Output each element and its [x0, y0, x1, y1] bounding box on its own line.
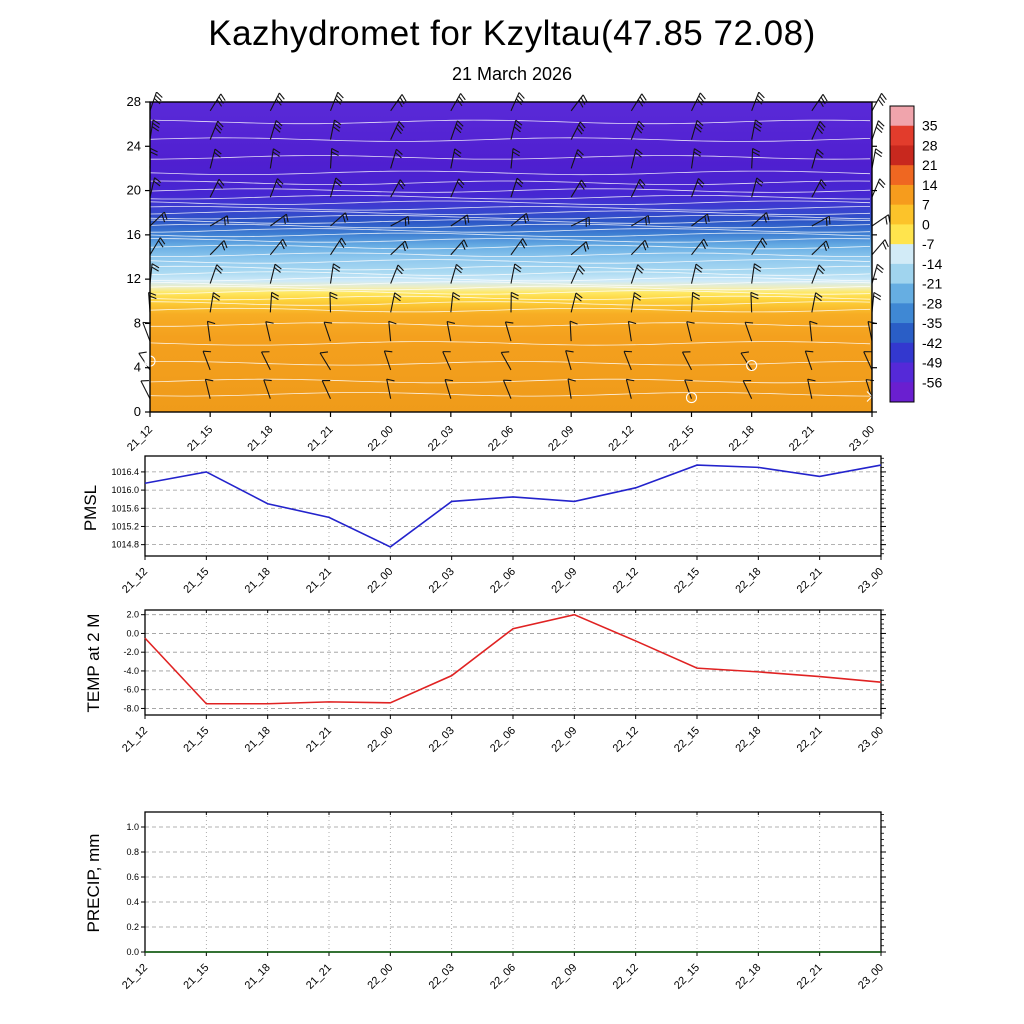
svg-text:22_15: 22_15 — [672, 566, 702, 596]
svg-text:1014.8: 1014.8 — [111, 540, 139, 550]
svg-text:22_12: 22_12 — [611, 566, 641, 596]
svg-text:8: 8 — [134, 315, 141, 330]
svg-text:-8.0: -8.0 — [123, 703, 139, 713]
svg-text:22_18: 22_18 — [733, 962, 763, 992]
svg-text:0.4: 0.4 — [126, 897, 139, 907]
svg-text:0.0: 0.0 — [126, 628, 139, 638]
svg-text:-14: -14 — [922, 256, 942, 272]
svg-text:21_15: 21_15 — [181, 566, 211, 596]
svg-text:28: 28 — [922, 137, 938, 153]
svg-text:21_21: 21_21 — [304, 962, 334, 992]
svg-text:12: 12 — [127, 271, 141, 286]
svg-text:20: 20 — [127, 183, 141, 198]
svg-text:-4.0: -4.0 — [123, 666, 139, 676]
svg-text:21_12: 21_12 — [120, 566, 150, 596]
svg-text:-56: -56 — [922, 374, 942, 390]
svg-text:23_00: 23_00 — [856, 725, 886, 755]
svg-text:21_21: 21_21 — [304, 566, 334, 596]
svg-text:22_09: 22_09 — [549, 962, 579, 992]
svg-text:-7: -7 — [922, 236, 935, 252]
svg-text:1016.4: 1016.4 — [111, 467, 139, 477]
svg-text:0.0: 0.0 — [126, 947, 139, 957]
svg-text:14: 14 — [922, 177, 938, 193]
svg-text:22_06: 22_06 — [488, 962, 518, 992]
svg-text:22_21: 22_21 — [795, 566, 825, 596]
svg-text:23_00: 23_00 — [856, 566, 886, 596]
svg-text:22_18: 22_18 — [733, 725, 763, 755]
svg-text:21_12: 21_12 — [120, 962, 150, 992]
svg-text:22_12: 22_12 — [611, 725, 641, 755]
svg-text:22_06: 22_06 — [488, 725, 518, 755]
svg-text:4: 4 — [134, 360, 141, 375]
svg-text:-49: -49 — [922, 355, 942, 371]
svg-text:21_12: 21_12 — [120, 725, 150, 755]
svg-text:-6.0: -6.0 — [123, 685, 139, 695]
svg-text:22_21: 22_21 — [795, 962, 825, 992]
svg-text:22_09: 22_09 — [549, 725, 579, 755]
svg-text:-28: -28 — [922, 295, 942, 311]
svg-text:24: 24 — [127, 138, 141, 153]
svg-text:21_18: 21_18 — [243, 725, 273, 755]
date-subtitle: 21 March 2026 — [451, 64, 573, 84]
svg-text:21_18: 21_18 — [243, 566, 273, 596]
svg-text:1016.0: 1016.0 — [111, 485, 139, 495]
temp-chart: -8.0 -6.0 -4.0 -2.0 0.0 2.0 21_12 21_15 21_18 21_… — [120, 609, 886, 755]
svg-text:22_03: 22_03 — [427, 566, 457, 596]
svg-text:-35: -35 — [922, 315, 942, 331]
svg-text:-21: -21 — [922, 276, 942, 292]
svg-text:21_15: 21_15 — [181, 725, 211, 755]
svg-text:0: 0 — [134, 404, 141, 419]
svg-text:7: 7 — [922, 197, 930, 213]
svg-text:22_09: 22_09 — [549, 566, 579, 596]
svg-text:2.0: 2.0 — [126, 610, 139, 620]
precip-chart: 0.0 0.2 0.4 0.6 0.8 1.0 21_12 21_15 21_18 21_21 22… — [120, 811, 886, 992]
svg-text:22_15: 22_15 — [672, 962, 702, 992]
svg-text:22_12: 22_12 — [611, 962, 641, 992]
svg-text:-42: -42 — [922, 335, 942, 351]
svg-text:22_06: 22_06 — [488, 566, 518, 596]
pmsl-chart: 1014.8 1015.2 1015.6 1016.0 1016.4 21_12 21_15… — [111, 455, 886, 596]
svg-text:21_15: 21_15 — [181, 962, 211, 992]
svg-text:35: 35 — [922, 118, 938, 134]
svg-text:1.0: 1.0 — [126, 822, 139, 832]
svg-text:1015.6: 1015.6 — [111, 503, 139, 513]
svg-text:0: 0 — [922, 216, 930, 232]
svg-text:21_18: 21_18 — [243, 962, 273, 992]
svg-text:22_21: 22_21 — [795, 725, 825, 755]
svg-text:22_03: 22_03 — [427, 725, 457, 755]
svg-text:0.8: 0.8 — [126, 847, 139, 857]
svg-text:16: 16 — [127, 227, 141, 242]
svg-text:22_00: 22_00 — [365, 725, 395, 755]
svg-text:21: 21 — [922, 157, 938, 173]
svg-text:1015.2: 1015.2 — [111, 521, 139, 531]
svg-text:0.6: 0.6 — [126, 872, 139, 882]
svg-text:23_00: 23_00 — [856, 962, 886, 992]
svg-text:28: 28 — [127, 94, 141, 109]
svg-text:-2.0: -2.0 — [123, 647, 139, 657]
svg-text:0.2: 0.2 — [126, 922, 139, 932]
svg-text:22_00: 22_00 — [365, 962, 395, 992]
svg-text:21_21: 21_21 — [304, 725, 334, 755]
svg-text:22_00: 22_00 — [365, 566, 395, 596]
svg-text:22_18: 22_18 — [733, 566, 763, 596]
page-title: Kazhydromet for Kzyltau(47.85 72.08) — [208, 14, 816, 53]
svg-text:22_15: 22_15 — [672, 725, 702, 755]
svg-text:22_03: 22_03 — [427, 962, 457, 992]
